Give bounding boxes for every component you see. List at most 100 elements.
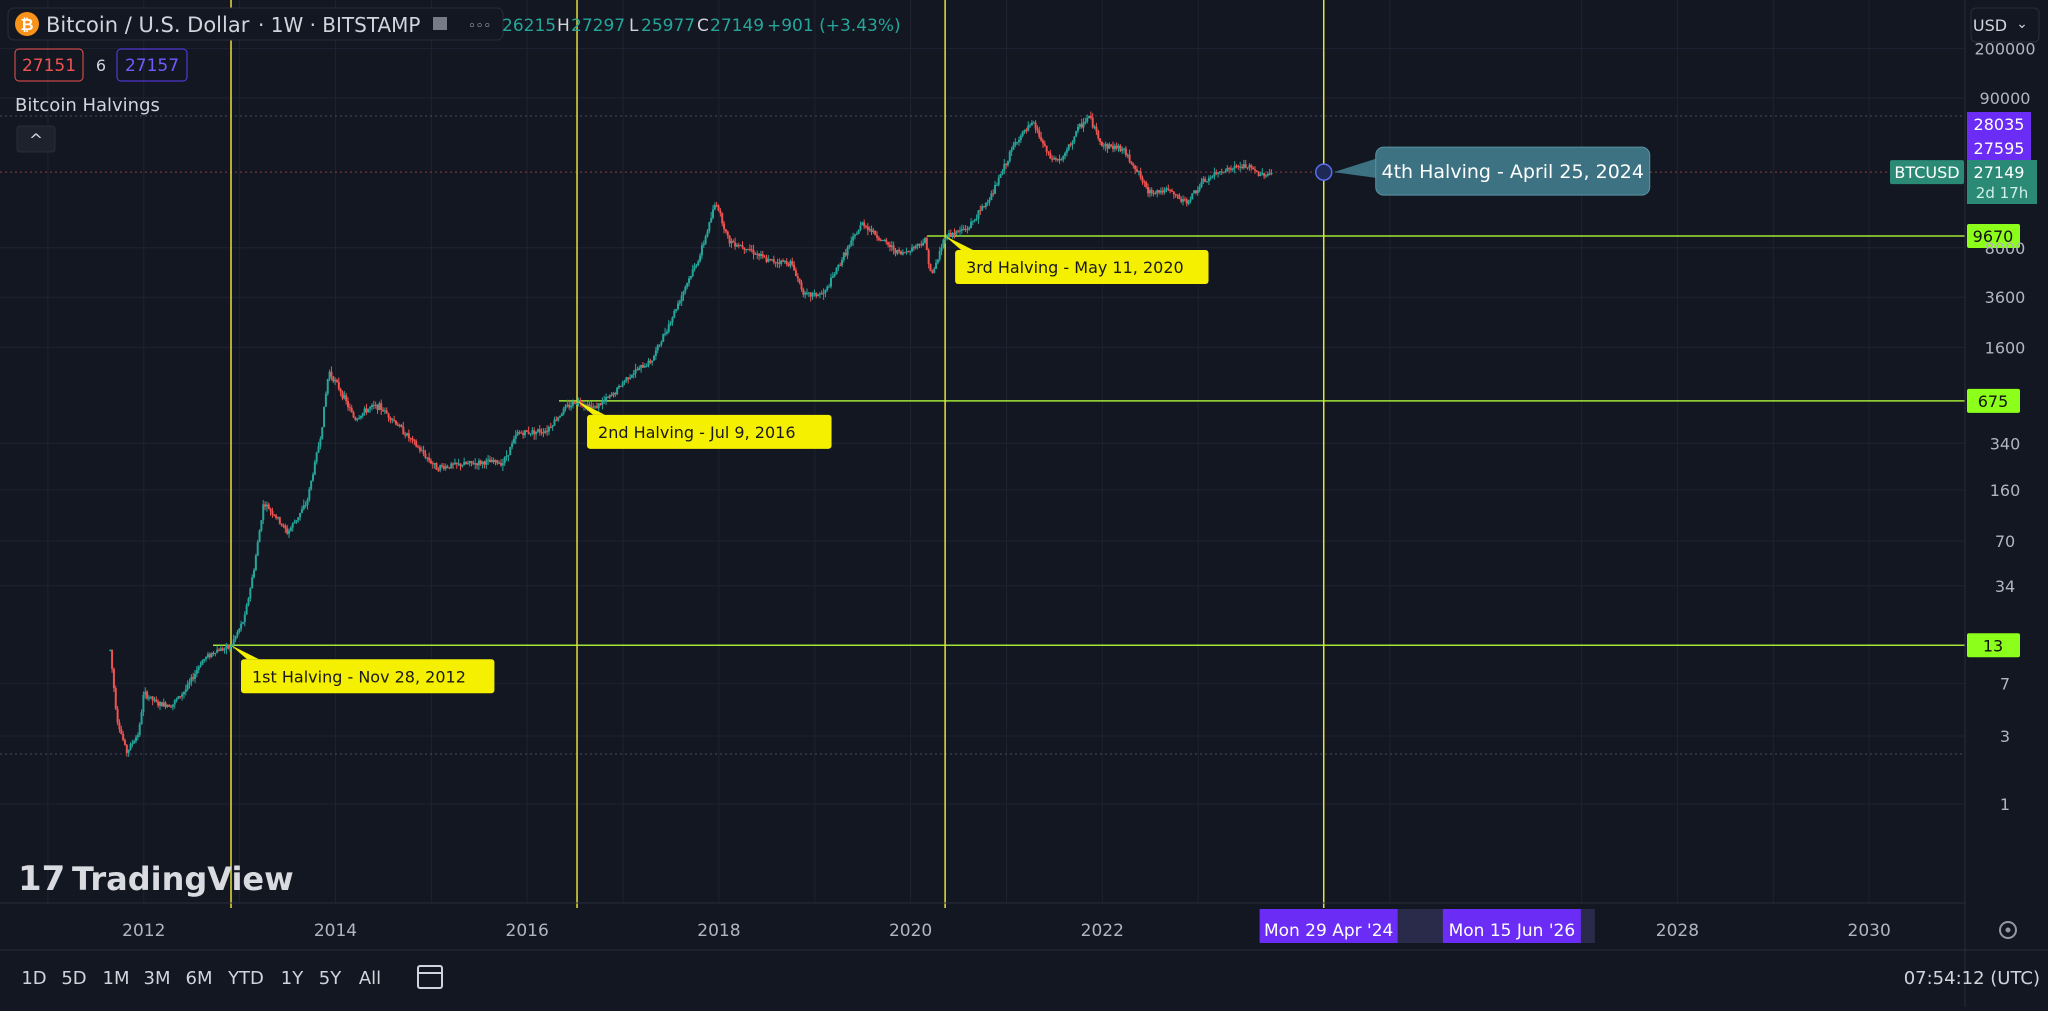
candle-body-down (1132, 163, 1135, 166)
current-price-label: 27149 (1974, 163, 2025, 182)
period-button-1m[interactable]: 1M (103, 968, 130, 989)
utc-clock[interactable]: 07:54:12 (UTC) (1904, 968, 2040, 989)
candle-body-down (1005, 163, 1008, 166)
period-bar[interactable]: 1D 5D 1M 3M 6M YTD 1Y 5Y All (21, 968, 381, 989)
candle-body-up (245, 605, 248, 615)
candle-body-down (636, 369, 639, 371)
period-button-1d[interactable]: 1D (21, 968, 46, 989)
candle-body-up (243, 614, 246, 623)
candle-body-up (660, 341, 663, 345)
currency-button[interactable] (1970, 7, 2040, 43)
ask-price-label: 28035 (1974, 115, 2025, 134)
candle-body-up (206, 654, 209, 658)
date-range-end-badge[interactable] (1442, 909, 1581, 943)
candle-body-down (1167, 188, 1170, 190)
candle-body-up (575, 403, 578, 405)
candle-body-up (140, 712, 143, 725)
candle-body-up (916, 243, 919, 247)
candle-body-down (1154, 192, 1157, 194)
chevron-down-icon: ⌄ (2016, 16, 2028, 32)
candle-body-down (264, 504, 267, 507)
candle-body-down (726, 231, 729, 236)
symbol-pill[interactable] (7, 7, 504, 41)
candle-body-down (155, 699, 158, 702)
currency-selector[interactable]: USD ⌄ (1970, 7, 2040, 43)
candle-body-up (835, 267, 838, 275)
y-tick-label: 1 (2000, 795, 2010, 814)
future-halving-marker[interactable] (1314, 163, 1333, 181)
candle-body-down (441, 465, 444, 467)
candle-body-down (227, 645, 230, 649)
halving-label-box[interactable] (587, 414, 832, 449)
candle-body-up (238, 628, 241, 632)
candle-body-up (194, 673, 197, 679)
chevron-up-icon[interactable]: ^ (29, 131, 43, 151)
candle-body-up (199, 664, 202, 667)
chart-settings-button[interactable] (1999, 921, 2017, 939)
halving-label-box[interactable] (955, 250, 1209, 285)
candle-body-down (372, 405, 375, 407)
candle-body-down (927, 249, 930, 265)
candle-body-down (1235, 165, 1238, 167)
candle-body-up (986, 202, 989, 204)
gear-icon[interactable] (1999, 921, 2017, 939)
symbol-header[interactable]: ₿ Bitcoin / U.S. Dollar · 1W · BITSTAMP … (7, 7, 504, 41)
candle-body-up (664, 333, 667, 335)
period-button-5d[interactable]: 5D (61, 968, 86, 989)
candle-body-up (306, 499, 309, 506)
level-price-label: 13 (1983, 636, 2003, 655)
period-button-all[interactable]: All (359, 968, 381, 989)
buy-button[interactable] (116, 48, 188, 82)
date-range-button[interactable] (417, 965, 443, 989)
candle-body-up (947, 233, 950, 238)
candle-body-up (658, 344, 661, 346)
date-range-start-badge[interactable] (1259, 909, 1398, 943)
bitcoin-icon (15, 12, 39, 36)
candle-body-down (796, 276, 799, 279)
flag-icon[interactable] (433, 17, 447, 30)
candle-body-up (1218, 171, 1221, 173)
candle-body-up (240, 623, 243, 629)
y-tick-label: 34 (1995, 577, 2015, 596)
candle-body-down (389, 417, 392, 421)
halving-label-box[interactable] (241, 659, 495, 694)
interval-exchange[interactable]: · 1W · BITSTAMP (258, 13, 420, 37)
period-button-1y[interactable]: 1Y (281, 968, 304, 989)
period-button-3m[interactable]: 3M (144, 968, 171, 989)
candle-body-up (1270, 172, 1273, 175)
period-button-ytd[interactable]: YTD (227, 968, 264, 989)
sell-button[interactable] (14, 48, 84, 82)
more-options-icon[interactable]: ◦◦◦ (468, 19, 491, 34)
collapse-legend-button[interactable] (16, 125, 56, 153)
period-button-6m[interactable]: 6M (186, 968, 213, 989)
candle-body-up (601, 401, 604, 405)
candle-body-up (551, 425, 554, 428)
candle-body-down (192, 677, 195, 679)
price-axis[interactable]: 200000 90000 8000 3600 1600 340 160 70 34 7 3 1 (1964, 0, 2036, 1007)
candle-body-down (549, 427, 552, 429)
trade-buttons[interactable]: 27151 6 27157 (14, 48, 188, 82)
symbol-title[interactable]: Bitcoin / U.S. Dollar (46, 13, 250, 37)
candle-body-down (411, 438, 414, 440)
candle-body-up (466, 463, 469, 465)
indicator-name[interactable]: Bitcoin Halvings (15, 95, 160, 116)
candle-body-up (1102, 145, 1105, 147)
candle-body-down (610, 394, 613, 396)
candle-body-down (982, 206, 985, 208)
candle-body-down (592, 406, 595, 408)
period-button-5y[interactable]: 5Y (319, 968, 342, 989)
x-tick-label: 2018 (697, 921, 740, 941)
candle-body-down (393, 419, 396, 421)
candle-body-down (588, 404, 591, 410)
candle-body-up (383, 410, 386, 412)
candle-body-down (769, 258, 772, 260)
calendar-range-icon[interactable] (417, 965, 443, 989)
candle-body-up (498, 462, 501, 464)
candle-body-up (994, 185, 997, 194)
candle-body-down (918, 243, 921, 245)
time-axis[interactable]: 2012 2014 2016 2018 2020 2022 2028 2030 Mon 29 A… (0, 902, 1965, 943)
candle-body-up (195, 670, 198, 674)
future-halving-callout[interactable] (1375, 146, 1651, 196)
